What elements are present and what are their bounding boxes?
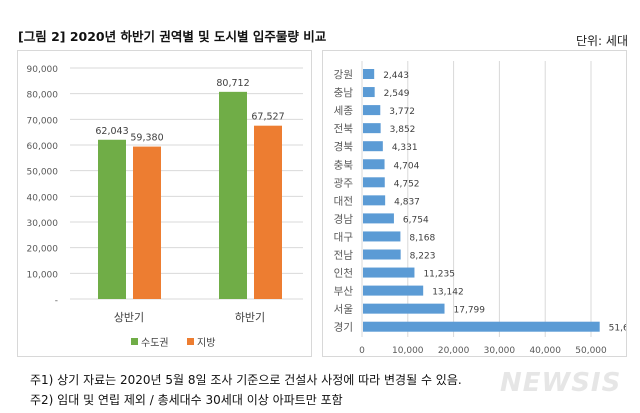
value-label: 13,142 (432, 288, 464, 298)
value-label: 3,852 (390, 125, 416, 135)
value-label: 11,235 (423, 270, 455, 280)
x-tick-label: 10,000 (392, 346, 424, 356)
legend-swatch (187, 338, 194, 345)
value-label: 59,380 (130, 133, 163, 144)
y-tick-label: 30,000 (27, 219, 59, 229)
legend-swatch (131, 338, 138, 345)
category-label: 광주 (334, 177, 354, 189)
category-label: 대전 (334, 195, 353, 207)
y-tick-label: 10,000 (27, 270, 59, 280)
bar (363, 87, 375, 98)
x-tick-label: 20,000 (438, 346, 470, 356)
category-label: 인천 (334, 268, 353, 280)
chart-title: [그림 2] 2020년 하반기 권역별 및 도시별 입주물량 비교 (18, 29, 327, 44)
value-label: 67,527 (251, 112, 284, 123)
y-tick-label: - (55, 296, 58, 306)
y-tick-label: 80,000 (27, 91, 59, 101)
value-label: 2,549 (384, 89, 410, 99)
legend-label: 지방 (197, 337, 215, 349)
bar-지방 (254, 125, 282, 300)
x-tick-label: 40,000 (529, 346, 561, 356)
bar-수도권 (219, 91, 247, 299)
left-chart-panel: - 10,000 20,000 30,000 40,000 50,000 60,000 70,… (17, 50, 312, 357)
value-label: 8,223 (410, 252, 436, 262)
legend-label: 수도권 (141, 337, 169, 349)
category-label: 서울 (334, 304, 354, 316)
x-tick-label: 상반기 (114, 311, 144, 324)
bar (363, 231, 401, 242)
value-label: 62,043 (95, 126, 128, 137)
bar (363, 321, 600, 332)
right-chart-panel: 0 10,000 20,000 30,000 40,000 50,000 강원 2,443 충남… (322, 50, 640, 357)
bar (363, 213, 394, 224)
value-label: 4,837 (394, 197, 420, 207)
category-label: 부산 (334, 286, 354, 298)
y-tick-label: 20,000 (27, 245, 59, 255)
bar (363, 267, 415, 278)
y-tick-label: 70,000 (27, 116, 59, 126)
bar (363, 159, 385, 170)
bar (363, 141, 383, 152)
value-label: 8,168 (409, 233, 435, 243)
category-label: 세종 (334, 105, 354, 117)
y-tick-label: 60,000 (27, 142, 59, 152)
category-label: 전남 (334, 250, 354, 262)
value-label: 80,712 (216, 78, 249, 89)
bar (363, 69, 375, 79)
y-tick-label: 40,000 (27, 193, 59, 203)
value-label: 4,752 (394, 179, 420, 189)
note-1: 주1) 상기 자료는 2020년 5월 8일 조사 기준으로 건설사 사정에 따… (30, 373, 462, 387)
category-label: 경북 (334, 140, 354, 153)
bar-지방 (133, 146, 161, 299)
bar (363, 303, 445, 314)
bar (363, 177, 385, 188)
value-label: 3,772 (389, 107, 415, 117)
category-label: 경남 (334, 212, 354, 225)
value-label: 17,799 (454, 306, 486, 316)
bar (363, 195, 386, 206)
regional-bar-chart: - 10,000 20,000 30,000 40,000 50,000 60,000 70,… (27, 65, 303, 349)
category-label: 전북 (334, 123, 354, 135)
x-tick-label: 30,000 (484, 346, 516, 356)
x-tick-label: 0 (359, 346, 365, 356)
bar-수도권 (98, 139, 126, 299)
bar (363, 123, 381, 134)
bar (363, 285, 424, 296)
watermark-logo: NEWSIS (500, 368, 622, 398)
unit-label: 단위: 세대 (575, 34, 628, 48)
value-label: 2,443 (383, 71, 409, 81)
value-label: 4,331 (392, 143, 418, 153)
value-label: 4,704 (394, 161, 420, 171)
category-label: 충북 (334, 159, 354, 171)
y-tick-label: 50,000 (27, 168, 59, 178)
value-label: 6,754 (403, 215, 429, 225)
category-label: 충남 (334, 87, 354, 99)
x-tick-label: 하반기 (235, 310, 265, 324)
category-label: 경기 (334, 321, 353, 334)
city-bar-chart: 0 10,000 20,000 30,000 40,000 50,000 강원 2,443 충남… (334, 61, 640, 356)
y-tick-label: 90,000 (27, 65, 59, 75)
bar (363, 249, 401, 260)
x-tick-label: 50,000 (575, 346, 607, 356)
note-2: 주2) 임대 및 연립 제외 / 총세대수 30세대 이상 아파트만 포함 (30, 393, 343, 407)
bar (363, 105, 381, 116)
category-label: 대구 (334, 231, 354, 243)
category-label: 강원 (334, 69, 353, 81)
value-label: 51,678 (609, 324, 626, 334)
